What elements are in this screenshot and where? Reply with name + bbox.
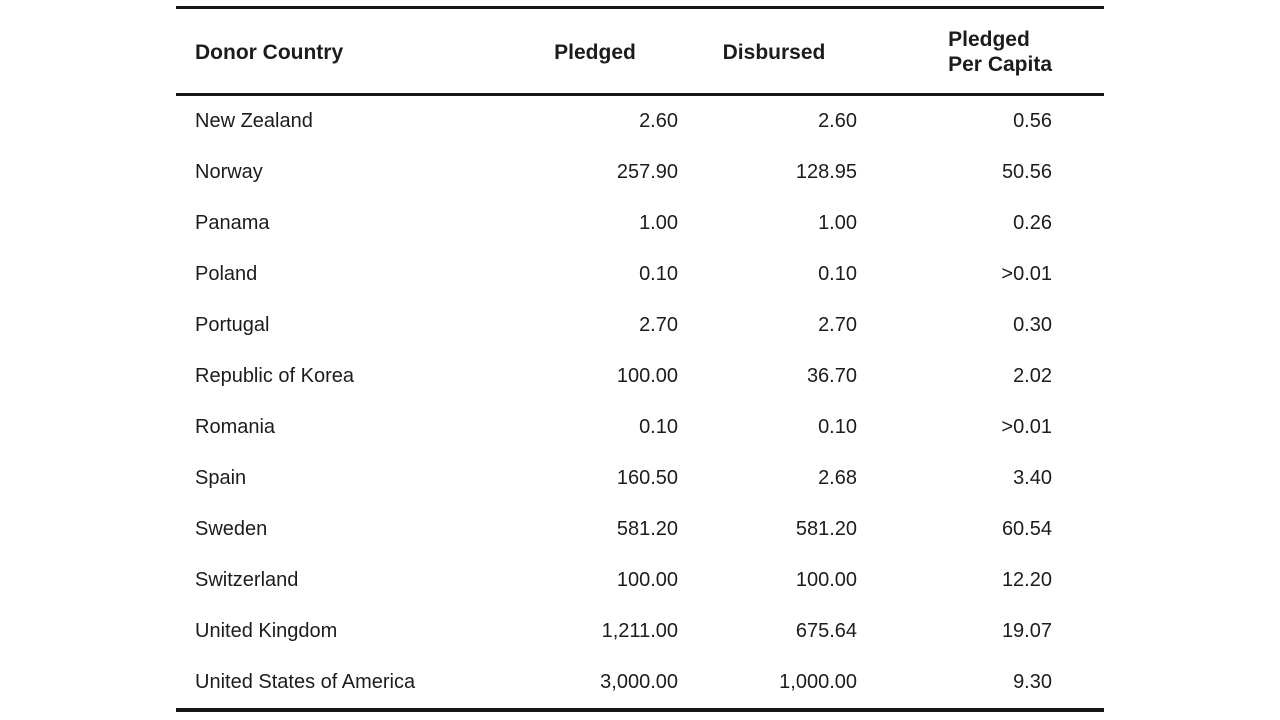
table-row: Portugal 2.70 2.70 0.30 <box>176 300 1104 351</box>
cell-per-capita: 19.07 <box>1001 620 1052 643</box>
cell-per-capita: 0.56 <box>1013 110 1052 133</box>
cell-pledged: 2.70 <box>639 314 678 337</box>
cell-country: Switzerland <box>195 569 299 592</box>
cell-country: Sweden <box>195 518 268 541</box>
table-row: United States of America 3,000.00 1,000.00… <box>176 657 1104 710</box>
cell-pledged: 0.10 <box>639 263 678 286</box>
cell-country: Romania <box>195 416 276 439</box>
cell-per-capita: 0.30 <box>1013 314 1052 337</box>
header-pledged: Pledged <box>506 7 684 97</box>
table-row: Romania 0.10 0.10 >0.01 <box>176 402 1104 453</box>
table-row: Poland 0.10 0.10 >0.01 <box>176 249 1104 300</box>
cell-per-capita: 12.20 <box>1001 569 1052 592</box>
cell-pledged: 1,211.00 <box>601 620 678 643</box>
cell-pledged: 581.20 <box>616 518 678 541</box>
cell-per-capita: 50.56 <box>1001 161 1052 184</box>
cell-country: United States of America <box>195 671 416 694</box>
header-donor-country: Donor Country <box>176 7 506 97</box>
table-row: Republic of Korea 100.00 36.70 2.02 <box>176 351 1104 402</box>
cell-pledged: 2.60 <box>639 110 678 133</box>
cell-pledged: 160.50 <box>616 467 678 490</box>
table-row: Spain 160.50 2.68 3.40 <box>176 453 1104 504</box>
cell-pledged: 1.00 <box>639 212 678 235</box>
cell-country: Norway <box>195 161 263 184</box>
cell-disbursed: 0.10 <box>818 263 857 286</box>
cell-disbursed: 36.70 <box>806 365 857 388</box>
cell-per-capita: 2.02 <box>1013 365 1052 388</box>
header-pledged-per-capita: Pledged Per Capita <box>864 7 1104 97</box>
cell-disbursed: 581.20 <box>795 518 857 541</box>
cell-pledged: 3,000.00 <box>600 671 678 694</box>
cell-disbursed: 675.64 <box>795 620 857 643</box>
table-row: Switzerland 100.00 100.00 12.20 <box>176 555 1104 606</box>
cell-country: Spain <box>195 467 247 490</box>
cell-disbursed: 2.68 <box>818 467 857 490</box>
table-row: Sweden 581.20 581.20 60.54 <box>176 504 1104 555</box>
cell-per-capita: >0.01 <box>1001 416 1052 439</box>
cell-per-capita: 3.40 <box>1013 467 1052 490</box>
table-header-row: Donor Country Pledged Disbursed Pledged … <box>176 7 1104 97</box>
cell-disbursed: 128.95 <box>795 161 857 184</box>
cell-disbursed: 0.10 <box>818 416 857 439</box>
cell-pledged: 0.10 <box>639 416 678 439</box>
cell-country: Republic of Korea <box>195 365 354 388</box>
cell-country: New Zealand <box>195 110 313 133</box>
cell-per-capita: 9.30 <box>1013 671 1052 694</box>
cell-pledged: 100.00 <box>616 365 678 388</box>
table-body: New Zealand 2.60 2.60 0.56 Norway 257.90 128.9… <box>176 95 1104 711</box>
table-row: Panama 1.00 1.00 0.26 <box>176 198 1104 249</box>
cell-pledged: 257.90 <box>616 161 678 184</box>
table-row: New Zealand 2.60 2.60 0.56 <box>176 95 1104 148</box>
cell-per-capita: 0.26 <box>1013 212 1052 235</box>
cell-country: Panama <box>195 212 270 235</box>
table-row: United Kingdom 1,211.00 675.64 19.07 <box>176 606 1104 657</box>
cell-country: United Kingdom <box>195 620 338 643</box>
cell-disbursed: 2.60 <box>818 110 857 133</box>
cell-disbursed: 1,000.00 <box>779 671 857 694</box>
cell-pledged: 100.00 <box>616 569 678 592</box>
cell-country: Portugal <box>195 314 270 337</box>
header-pledged-per-capita-text: Pledged Per Capita <box>948 28 1052 77</box>
header-disbursed: Disbursed <box>684 7 864 97</box>
cell-per-capita: 60.54 <box>1001 518 1052 541</box>
cell-per-capita: >0.01 <box>1001 263 1052 286</box>
cell-country: Poland <box>195 263 258 286</box>
donor-funding-table: Donor Country Pledged Disbursed Pledged … <box>176 6 1104 713</box>
cell-disbursed: 2.70 <box>818 314 857 337</box>
cell-disbursed: 100.00 <box>795 569 857 592</box>
table-row: Norway 257.90 128.95 50.56 <box>176 147 1104 198</box>
cell-disbursed: 1.00 <box>818 212 857 235</box>
